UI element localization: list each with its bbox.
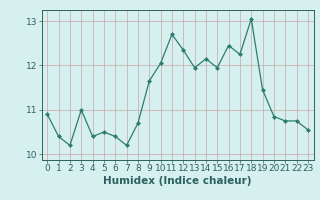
X-axis label: Humidex (Indice chaleur): Humidex (Indice chaleur) [103, 176, 252, 186]
